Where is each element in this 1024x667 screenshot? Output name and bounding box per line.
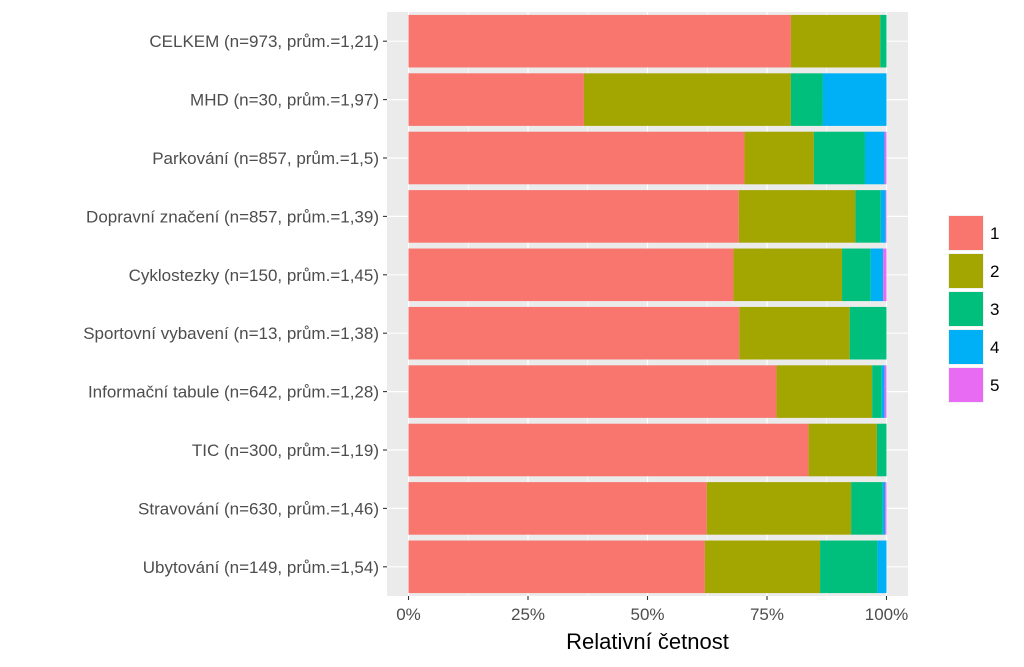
- bar-segment: [704, 540, 821, 594]
- bar-segment: [870, 248, 884, 302]
- bar-segment: [855, 190, 881, 243]
- legend-swatch: [949, 216, 983, 250]
- y-tick-label: Parkování (n=857, prům.=1,5): [152, 149, 379, 168]
- bar-segment: [884, 365, 887, 418]
- bar-segment: [851, 482, 883, 535]
- bar-segment: [813, 131, 865, 185]
- y-tick-label: Dopravní značení (n=857, prům.=1,39): [86, 207, 379, 226]
- bar-segment: [882, 482, 886, 535]
- bar-segment: [790, 73, 823, 126]
- bar-segment: [776, 365, 873, 418]
- legend-swatch: [949, 330, 983, 364]
- bar-segment: [706, 482, 852, 535]
- bar-segment: [864, 131, 885, 185]
- bar-segment: [883, 248, 887, 302]
- bar-segment: [880, 14, 887, 68]
- bar-segment: [408, 73, 584, 126]
- bar-segment: [808, 423, 877, 477]
- y-tick-label: Stravování (n=630, prům.=1,46): [138, 499, 379, 518]
- x-tick-label: 50%: [630, 605, 664, 624]
- bar-segment: [820, 540, 878, 594]
- x-axis-title: Relativní četnost: [566, 629, 729, 654]
- y-tick-label: MHD (n=30, prům.=1,97): [190, 91, 379, 110]
- bar-segment: [408, 540, 705, 594]
- legend-swatch: [949, 254, 983, 288]
- bar-segment: [408, 365, 777, 418]
- bar-segment: [408, 306, 740, 360]
- y-tick-label: Ubytování (n=149, prům.=1,54): [143, 558, 379, 577]
- y-tick-label: Cyklostezky (n=150, prům.=1,45): [129, 266, 379, 285]
- legend-label: 1: [990, 224, 999, 243]
- bar-segment: [881, 365, 885, 418]
- bar-segment: [408, 190, 739, 243]
- bar-segment: [872, 365, 882, 418]
- x-tick-label: 100%: [865, 605, 908, 624]
- y-tick-label: Informační tabule (n=642, prům.=1,28): [88, 383, 379, 402]
- bar-segment: [583, 73, 791, 126]
- bar-segment: [733, 248, 843, 302]
- x-tick-label: 0%: [396, 605, 421, 624]
- bar-segment: [885, 482, 887, 535]
- legend-label: 2: [990, 262, 999, 281]
- bar-segment: [744, 131, 814, 185]
- legend-swatch: [949, 292, 983, 326]
- legend-label: 3: [990, 300, 999, 319]
- bar-segment: [877, 540, 887, 594]
- y-tick-label: CELKEM (n=973, prům.=1,21): [149, 32, 379, 51]
- bar-segment: [822, 73, 887, 126]
- bar-segment: [880, 190, 886, 243]
- bar-segment: [739, 306, 850, 360]
- bar-segment: [408, 14, 791, 68]
- bar-segment: [885, 190, 887, 243]
- bar-segment: [738, 190, 856, 243]
- bar-segment: [408, 423, 809, 477]
- legend-label: 5: [990, 376, 999, 395]
- bar-segment: [790, 14, 881, 68]
- bar-segment: [408, 482, 707, 535]
- y-tick-label: TIC (n=300, prům.=1,19): [192, 441, 379, 460]
- bar-segment: [842, 248, 871, 302]
- legend-label: 4: [990, 338, 999, 357]
- bar-segment: [849, 306, 887, 360]
- bar-segment: [876, 423, 887, 477]
- x-tick-label: 75%: [750, 605, 784, 624]
- legend-swatch: [949, 368, 983, 402]
- bar-segment: [884, 131, 887, 185]
- bar-segment: [408, 131, 745, 185]
- y-tick-label: Sportovní vybavení (n=13, prům.=1,38): [83, 324, 379, 343]
- x-tick-label: 25%: [511, 605, 545, 624]
- bar-segment: [408, 248, 734, 302]
